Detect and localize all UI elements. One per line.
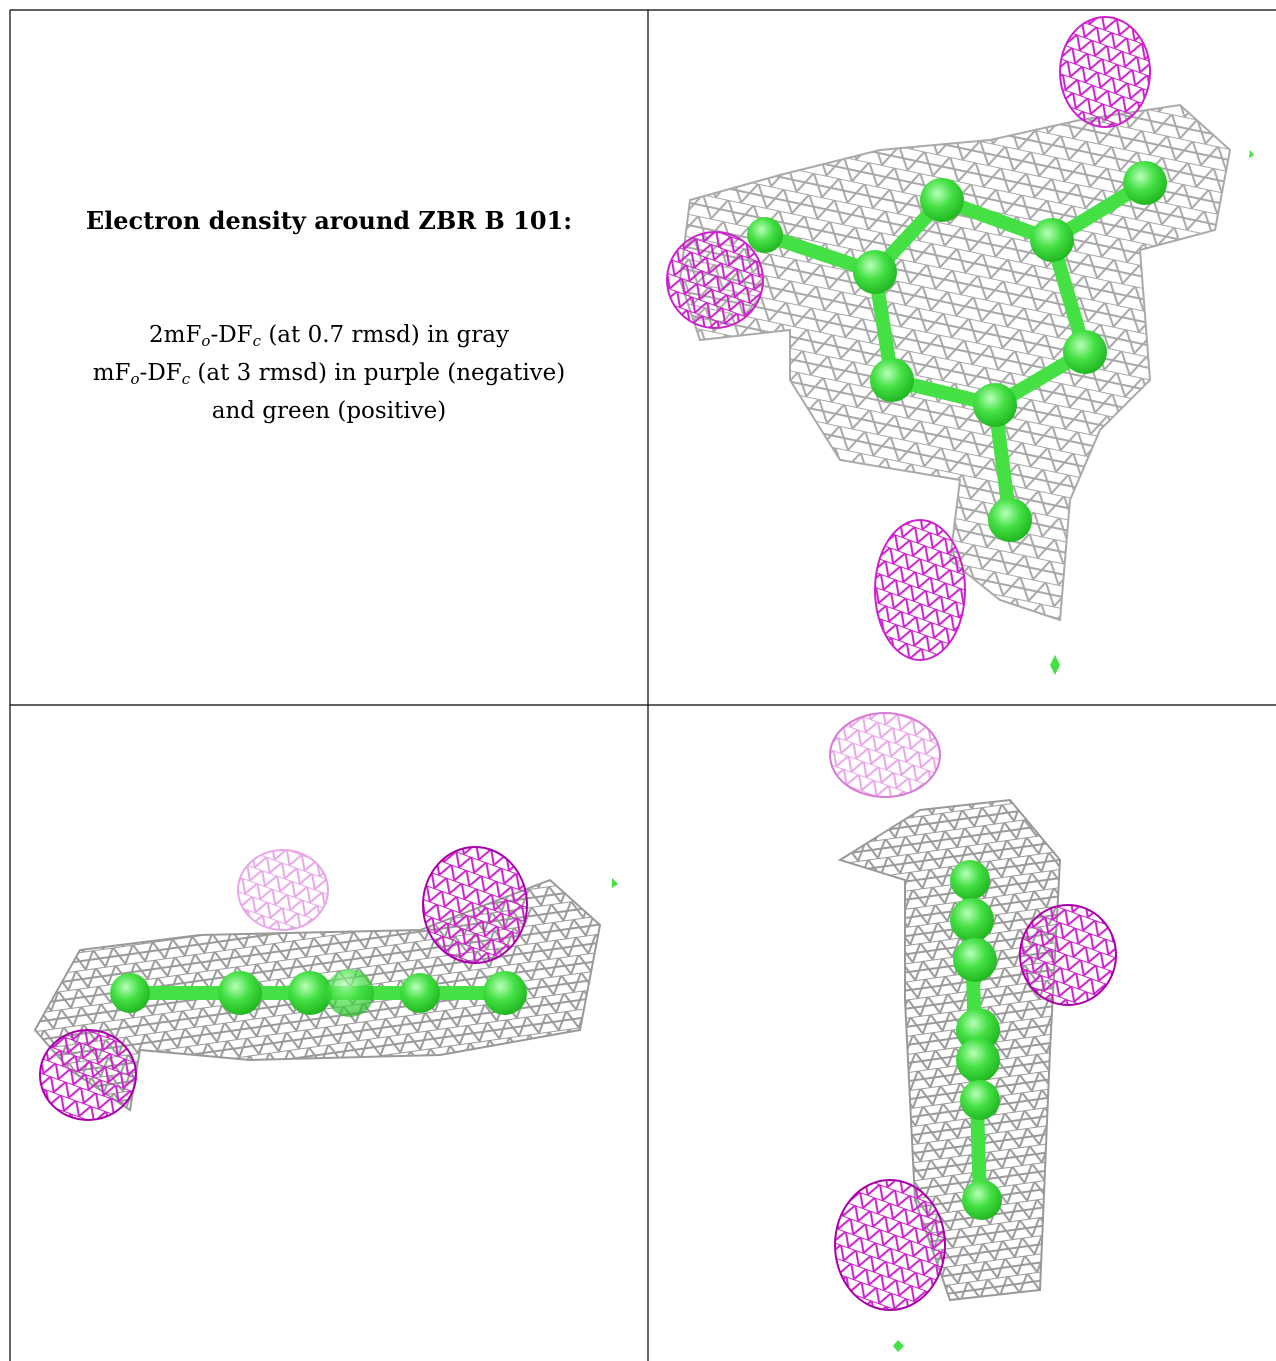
subscript: c <box>253 332 261 350</box>
density-view-top <box>667 17 1254 675</box>
text: mF <box>93 360 131 386</box>
caption-title: Electron density around ZBR B 101: <box>10 206 648 235</box>
density-view-end <box>830 713 1116 1352</box>
caption-line: mFo-DFc (at 3 rmsd) in purple (negative) <box>10 360 648 388</box>
text: 2mF <box>149 322 201 348</box>
caption-line: and green (positive) <box>10 398 648 424</box>
density-view-side <box>35 847 618 1120</box>
text: -DF <box>140 360 182 386</box>
caption-line: 2mFo-DFc (at 0.7 rmsd) in gray <box>10 322 648 350</box>
text: (at 0.7 rmsd) in gray <box>261 322 509 348</box>
text: and green (positive) <box>212 398 447 424</box>
subscript: c <box>182 370 190 388</box>
caption: Electron density around ZBR B 101: 2mFo-… <box>10 10 648 705</box>
subscript: o <box>131 370 140 388</box>
text: -DF <box>210 322 252 348</box>
page: {"caption": { "title": "Electron density… <box>0 0 1276 1361</box>
text: (at 3 rmsd) in purple (negative) <box>190 360 565 386</box>
